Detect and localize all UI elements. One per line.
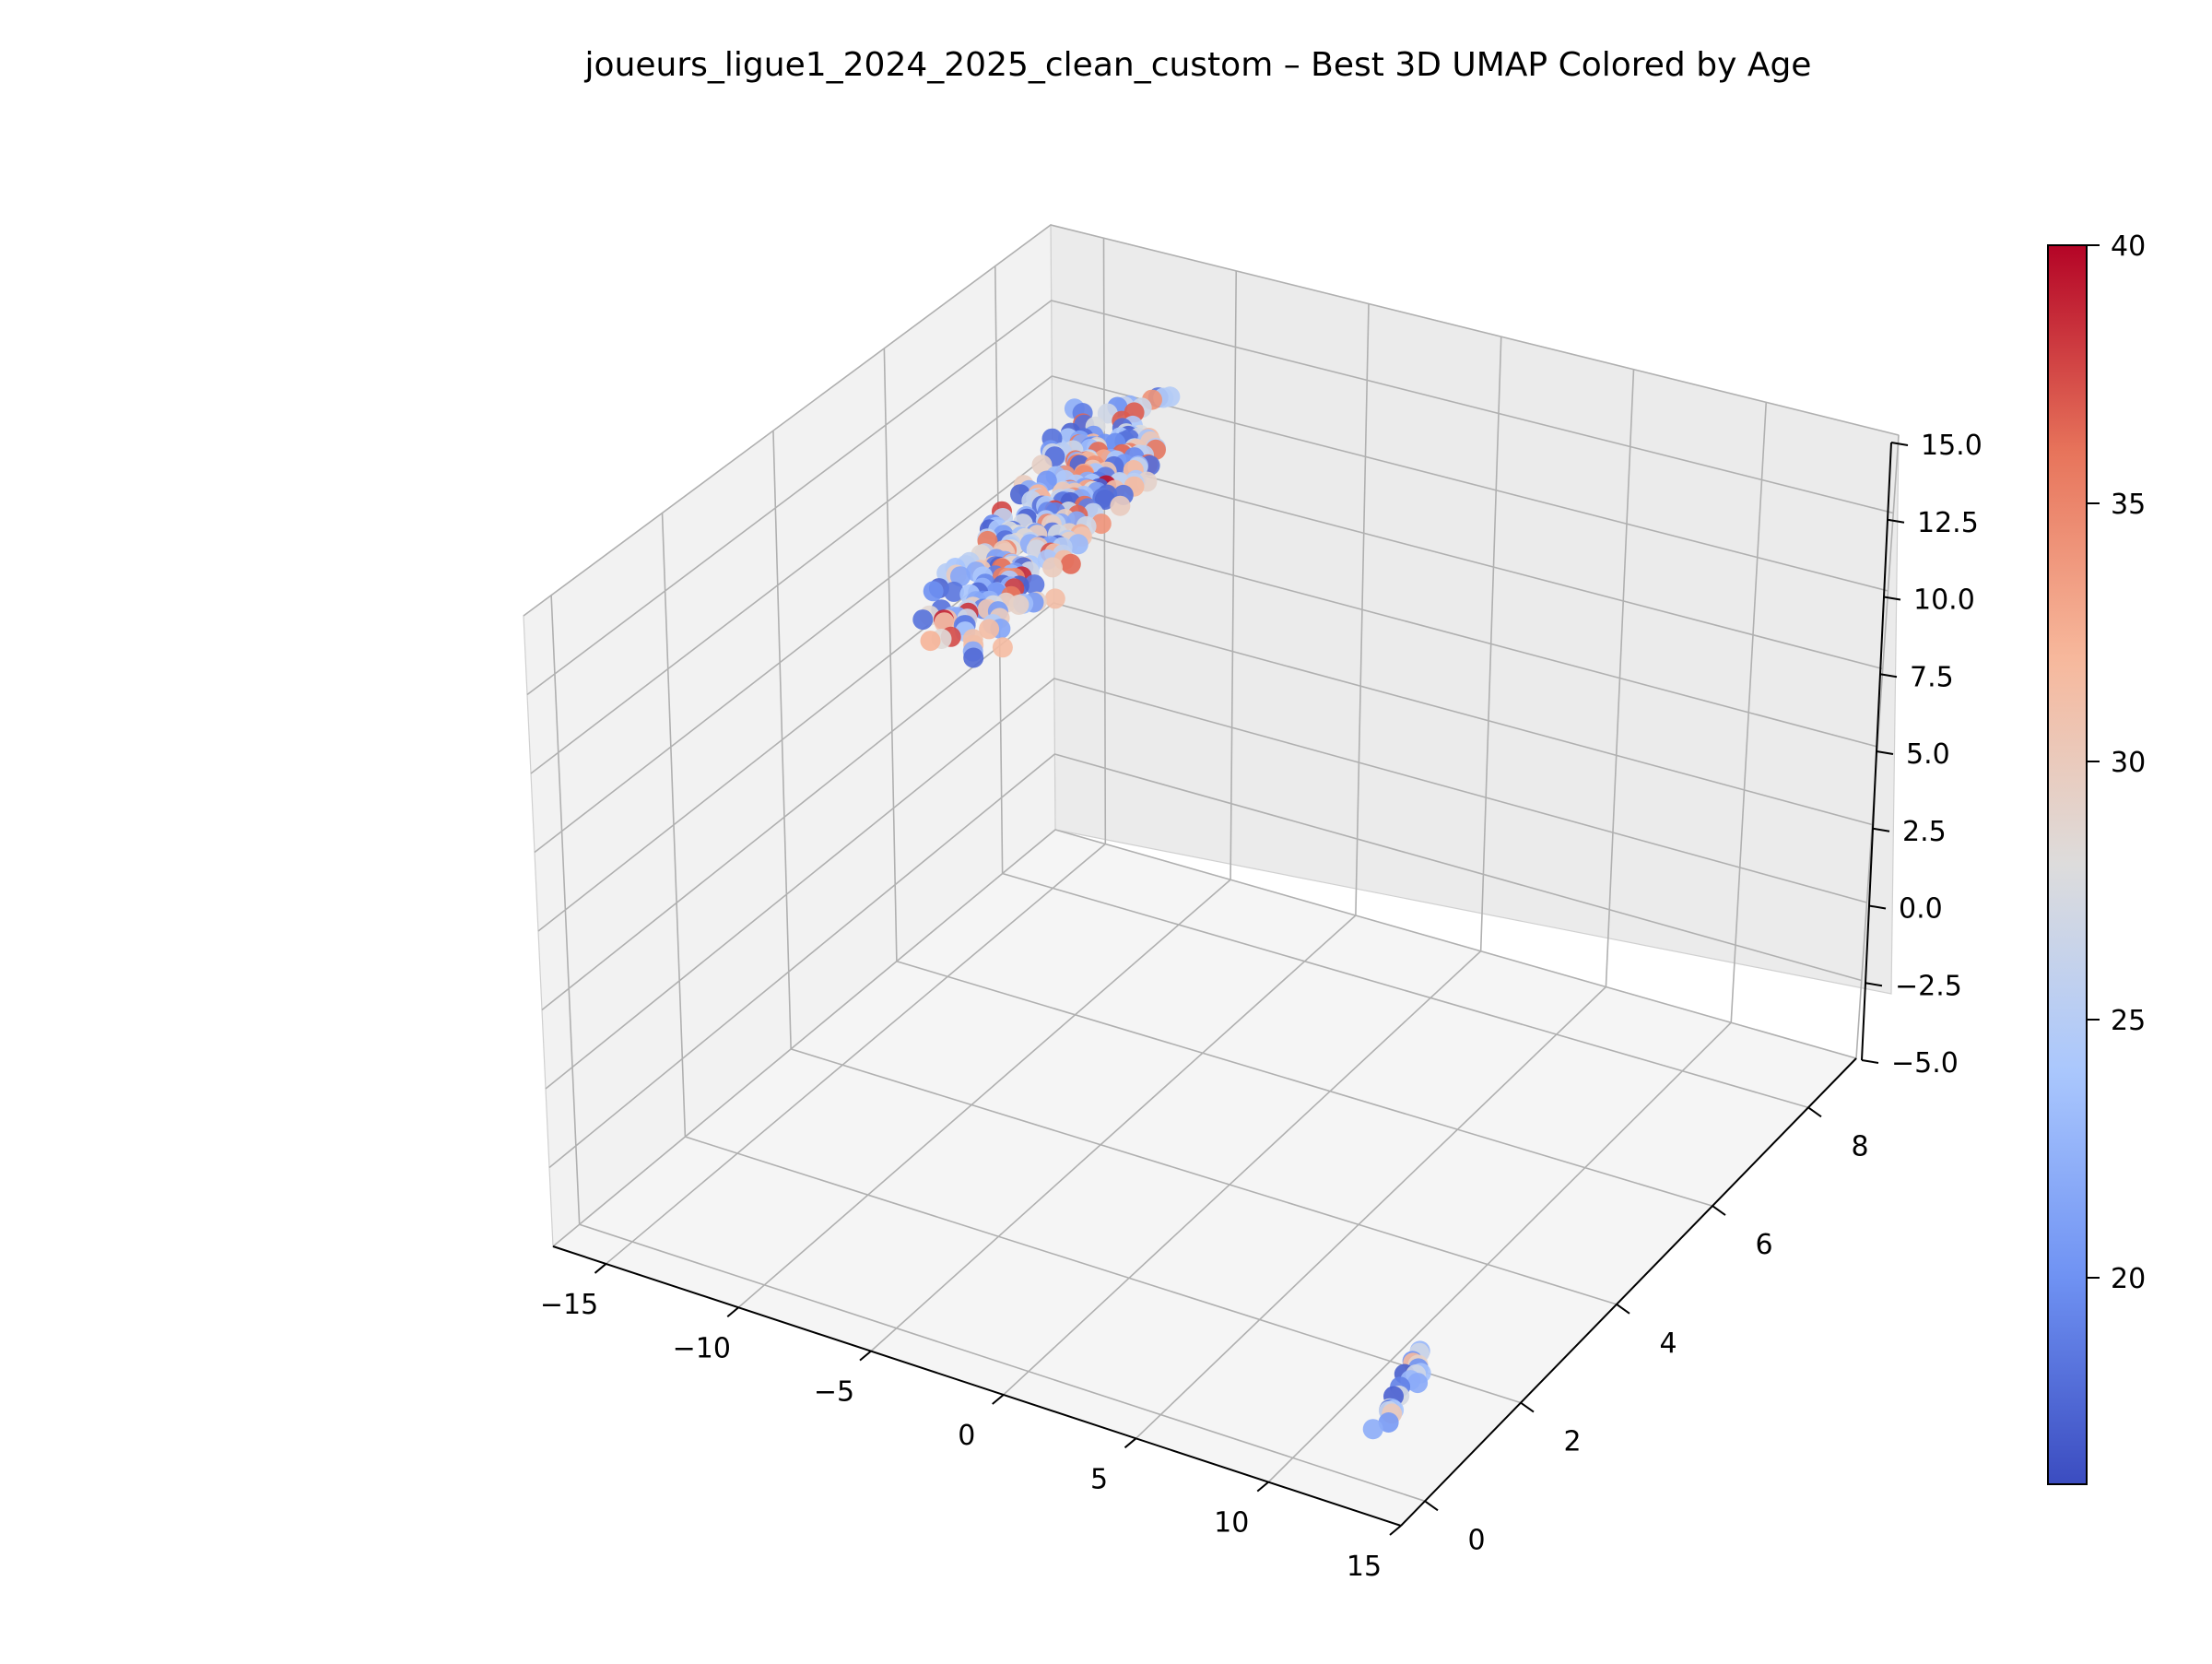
scatter-point (1090, 513, 1112, 535)
x-tick-label: 5 (1090, 1463, 1108, 1495)
colorbar-ticks: 20 25 30 35 40 (2087, 230, 2146, 1295)
scatter-point (1067, 534, 1088, 555)
y-tick-label: 6 (1755, 1229, 1772, 1261)
x-tick-mark (1124, 1437, 1137, 1449)
x-tick-mark (992, 1394, 1005, 1405)
scatter-point (1044, 588, 1065, 609)
scatter-point (992, 637, 1013, 658)
scatter-point (1094, 490, 1115, 510)
grid-line-z (548, 753, 1862, 1169)
z-tick-label: −5.0 (1891, 1047, 1959, 1080)
x-tick-label: −15 (540, 1289, 598, 1321)
scatter-point (979, 619, 1000, 640)
y-axis-line (1400, 1057, 1857, 1527)
chart-title: joueurs_ligue1_2024_2025_clean_custom – … (584, 46, 1812, 84)
y-tick-mark (1807, 1106, 1822, 1118)
y-tick-label: 8 (1851, 1130, 1868, 1162)
z-tick-label: −2.5 (1895, 970, 1962, 1002)
scatter-point (1008, 595, 1030, 615)
tick-labels: −15 −10 −5 0 5 10 15 0 2 4 6 8 −5.0 −2.5 0.0 2.5 5.0 7.5 1… (540, 430, 1983, 1583)
grid-line-z (523, 224, 1900, 617)
scatter-point (912, 609, 934, 631)
z-tick-mark (1868, 904, 1887, 910)
x-tick-mark (726, 1306, 739, 1318)
x-tick-label: 10 (1214, 1507, 1249, 1540)
z-tick-label: 15.0 (1921, 430, 1983, 462)
colorbar: 20 25 30 35 40 (2047, 230, 2146, 1485)
scatter-point (1378, 1412, 1399, 1433)
z-tick-label: 12.5 (1917, 507, 1979, 539)
y-tick-label: 2 (1563, 1426, 1581, 1458)
z-tick-label: 10.0 (1913, 584, 1975, 617)
scatter-point (1407, 1373, 1429, 1394)
y-tick-mark (1616, 1304, 1630, 1315)
x-tick-mark (859, 1350, 872, 1362)
z-tick-mark (1876, 750, 1894, 755)
z-tick-mark (1887, 518, 1905, 524)
y-tick-mark (1520, 1401, 1535, 1413)
scatter-point (923, 581, 944, 602)
data-points (912, 386, 1431, 1440)
grid-line-z (552, 829, 1857, 1247)
x-tick-mark (1256, 1481, 1269, 1493)
z-tick-label: 7.5 (1910, 661, 1954, 693)
scatter-point (963, 647, 984, 668)
colorbar-tick-label: 35 (2111, 489, 2146, 521)
x-tick-label: 0 (958, 1420, 975, 1452)
z-tick-label: 5.0 (1906, 738, 1950, 771)
grid-line-z (545, 678, 1867, 1090)
y-tick-mark (1712, 1205, 1726, 1216)
colorbar-gradient (2047, 244, 2088, 1485)
y-tick-label: 4 (1659, 1328, 1677, 1360)
scatter-point (1031, 454, 1053, 476)
colorbar-tick-label: 40 (2111, 230, 2146, 263)
x-tick-label: −5 (814, 1376, 854, 1409)
y-tick-label: 0 (1467, 1524, 1485, 1556)
z-tick-mark (1890, 442, 1909, 446)
z-tick-mark (1879, 673, 1898, 679)
x-axis-line (552, 1245, 1402, 1527)
z-tick-label: 0.0 (1899, 893, 1943, 926)
x-tick-mark (1389, 1525, 1402, 1536)
colorbar-tick-label: 30 (2111, 747, 2146, 779)
scatter-point (1060, 553, 1081, 574)
scatter-point (1362, 1419, 1383, 1440)
colorbar-tick-label: 25 (2111, 1005, 2146, 1037)
x-tick-mark (594, 1263, 607, 1274)
scatter-point (920, 631, 941, 652)
axes-panes (523, 223, 1900, 1527)
z-tick-mark (1865, 982, 1883, 987)
scatter-point (950, 566, 971, 587)
scatter-point (1110, 495, 1131, 516)
scatter-point (1024, 574, 1045, 596)
colorbar-tick-label: 20 (2111, 1263, 2146, 1295)
scatter-point (1042, 557, 1063, 578)
z-tick-mark (1861, 1059, 1879, 1064)
x-tick-label: −10 (673, 1332, 731, 1364)
grid-line-z (526, 300, 1894, 696)
scatter-point (943, 581, 964, 602)
x-tick-label: 15 (1347, 1551, 1382, 1583)
z-tick-mark (1872, 827, 1890, 832)
z-tick-label: 2.5 (1902, 816, 1947, 848)
z-tick-mark (1883, 596, 1901, 601)
grid-line-z (530, 375, 1888, 774)
y-tick-mark (1424, 1500, 1439, 1512)
